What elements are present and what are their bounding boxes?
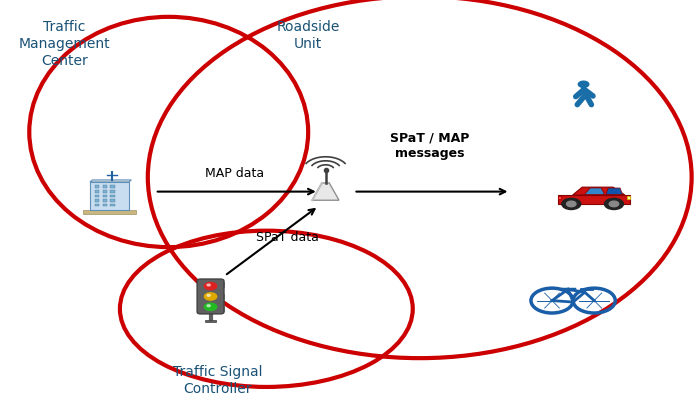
Bar bbox=[94, 186, 99, 188]
Text: Traffic Signal
Controller: Traffic Signal Controller bbox=[173, 364, 262, 395]
Bar bbox=[94, 200, 99, 202]
Bar bbox=[103, 204, 107, 207]
Bar bbox=[103, 200, 107, 202]
Circle shape bbox=[566, 202, 576, 207]
Circle shape bbox=[207, 294, 210, 297]
Polygon shape bbox=[559, 195, 629, 204]
Circle shape bbox=[562, 199, 581, 210]
Bar bbox=[103, 195, 107, 198]
Bar bbox=[111, 190, 115, 193]
Bar bbox=[197, 306, 223, 311]
Polygon shape bbox=[312, 183, 339, 201]
Polygon shape bbox=[83, 210, 136, 214]
Bar bbox=[94, 204, 99, 207]
Circle shape bbox=[609, 202, 619, 207]
Circle shape bbox=[578, 82, 589, 88]
Circle shape bbox=[204, 304, 217, 311]
Bar bbox=[94, 190, 99, 193]
Circle shape bbox=[204, 283, 217, 290]
Bar bbox=[205, 320, 216, 322]
Bar bbox=[111, 200, 115, 202]
Circle shape bbox=[207, 284, 210, 286]
Polygon shape bbox=[573, 188, 625, 195]
FancyBboxPatch shape bbox=[197, 279, 224, 314]
Bar bbox=[103, 190, 107, 193]
Text: SPaT / MAP
messages: SPaT / MAP messages bbox=[391, 131, 470, 159]
Bar bbox=[111, 186, 115, 188]
Circle shape bbox=[204, 293, 217, 300]
Bar bbox=[111, 204, 115, 207]
Bar bbox=[103, 186, 107, 188]
Circle shape bbox=[207, 305, 210, 307]
Bar bbox=[558, 197, 561, 200]
Text: SPaT data: SPaT data bbox=[256, 231, 318, 244]
Polygon shape bbox=[90, 180, 132, 183]
Bar bbox=[197, 294, 223, 299]
Bar bbox=[111, 195, 115, 198]
Bar bbox=[94, 195, 99, 198]
Text: Roadside
Unit: Roadside Unit bbox=[276, 20, 340, 51]
Text: Traffic
Management
Center: Traffic Management Center bbox=[18, 20, 110, 68]
Polygon shape bbox=[584, 188, 605, 195]
Polygon shape bbox=[90, 183, 129, 210]
Bar bbox=[197, 282, 223, 287]
Text: MAP data: MAP data bbox=[205, 167, 265, 180]
Polygon shape bbox=[606, 188, 622, 195]
Circle shape bbox=[605, 199, 624, 210]
Bar bbox=[627, 197, 630, 200]
